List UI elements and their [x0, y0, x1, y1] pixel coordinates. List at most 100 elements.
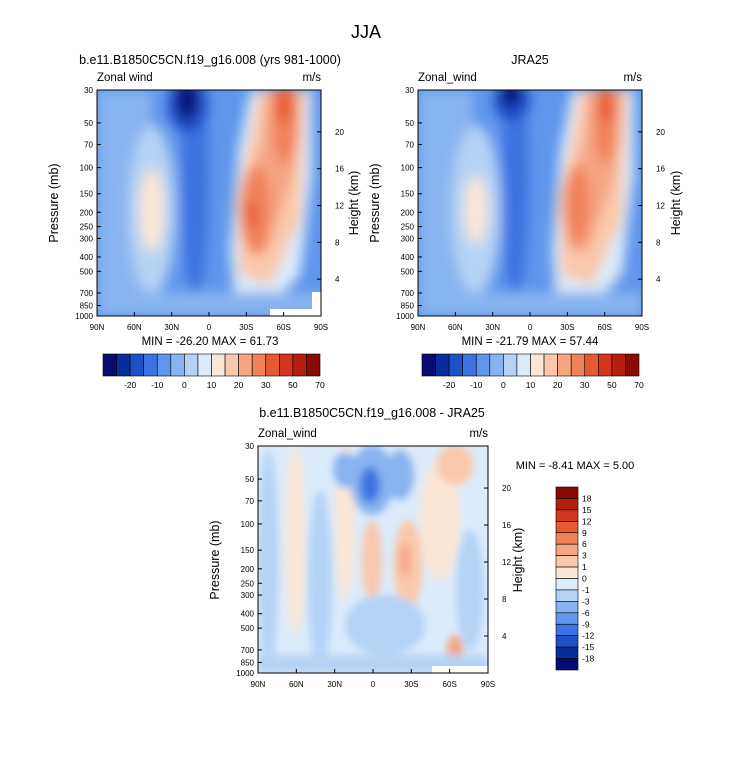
y-right-tick-label: 12: [502, 558, 511, 567]
y-tick-label: 700: [401, 289, 415, 298]
colorbar-swatch: [448, 353, 463, 377]
colorbar-label: -1: [582, 585, 590, 595]
field-region: [501, 90, 529, 300]
x-tick-label: 90N: [90, 323, 105, 332]
units-label: m/s: [302, 72, 321, 84]
y-right-tick-label: 12: [656, 202, 665, 211]
colorbar: -20 -10 0 10 20 30 50 70: [421, 353, 644, 390]
colorbar-swatch: [555, 623, 579, 636]
x-tick-label: 30S: [560, 323, 574, 332]
field-region: [386, 450, 414, 500]
y-tick-label: 700: [241, 646, 255, 655]
colorbar-swatch: [555, 578, 579, 591]
units-label: m/s: [469, 428, 488, 440]
colorbar-swatch: [421, 353, 436, 377]
y-right-tick-label: 4: [656, 275, 661, 284]
missing-data: [432, 666, 488, 673]
x-tick-label: 0: [207, 323, 212, 332]
field-region: [464, 175, 488, 245]
y-tick-label: 400: [241, 610, 255, 619]
colorbar-label: 20: [553, 380, 563, 390]
x-tick-label: 60N: [127, 323, 142, 332]
y-tick-label: 400: [80, 253, 94, 262]
colorbar-label: 12: [582, 516, 592, 526]
x-tick-label: 30N: [327, 680, 342, 689]
colorbar-label: 9: [582, 528, 587, 538]
colorbar-swatch: [143, 353, 158, 377]
y-tick-label: 250: [80, 223, 94, 232]
colorbar-swatch: [184, 353, 199, 377]
colorbar-label: 15: [582, 505, 592, 515]
colorbar-swatch: [555, 566, 579, 579]
field-region: [400, 542, 410, 578]
colorbar-swatch: [555, 635, 579, 648]
field-region: [258, 655, 488, 673]
colorbar-label: 18: [582, 493, 592, 503]
y-tick-label: 200: [80, 208, 94, 217]
y-tick-label: 200: [241, 565, 255, 574]
y-axis-right-title: Height (km): [669, 171, 683, 236]
y-tick-label: 200: [401, 208, 415, 217]
variable-label: Zonal wind: [97, 72, 153, 84]
y-tick-label: 500: [241, 624, 255, 633]
field-region: [275, 90, 293, 123]
field-region: [333, 452, 357, 488]
colorbar-swatch: [224, 353, 239, 377]
y-tick-label: 100: [241, 520, 255, 529]
colorbar-swatch: [598, 353, 613, 377]
y-right-tick-label: 8: [656, 238, 661, 247]
min-max-stats: MIN = -26.20 MAX = 61.73: [142, 336, 279, 348]
y-tick-label: 1000: [236, 669, 254, 678]
y-tick-label: 300: [241, 591, 255, 600]
field-region: [176, 90, 198, 120]
missing-data: [270, 309, 321, 316]
field-region: [241, 165, 271, 255]
colorbar-swatch: [156, 353, 172, 377]
x-tick-label: 0: [528, 323, 533, 332]
contour-field: [97, 90, 321, 316]
colorbar-label: 10: [207, 380, 217, 390]
field-region: [285, 446, 305, 635]
colorbar-swatch: [611, 353, 626, 377]
field-region: [308, 490, 332, 670]
panel-title: b.e11.B1850C5CN.f19_g16.008 (yrs 981-100…: [79, 53, 341, 67]
x-tick-label: 90N: [251, 680, 266, 689]
y-tick-label: 300: [401, 234, 415, 243]
missing-data: [312, 292, 321, 316]
y-tick-label: 500: [401, 267, 415, 276]
y-tick-label: 50: [84, 119, 93, 128]
colorbar-swatch: [543, 353, 558, 377]
colorbar-swatch: [555, 589, 579, 602]
x-tick-label: 60S: [598, 323, 612, 332]
x-tick-label: 30N: [164, 323, 179, 332]
colorbar-swatch: [570, 353, 586, 377]
variable-label: Zonal_wind: [418, 72, 477, 84]
colorbar-label: -20: [443, 380, 456, 390]
colorbar-swatch: [435, 353, 450, 377]
colorbar-swatch: [555, 509, 579, 522]
y-axis-title: Pressure (mb): [47, 163, 61, 242]
colorbar-label: -6: [582, 608, 590, 618]
y-right-tick-label: 20: [656, 128, 665, 137]
y-right-tick-label: 4: [335, 275, 340, 284]
colorbar-swatch: [102, 353, 117, 377]
field-region: [181, 90, 209, 300]
colorbar-swatch: [557, 353, 572, 377]
y-axis-right-title: Height (km): [511, 528, 525, 593]
y-tick-label: 250: [241, 579, 255, 588]
field-region: [437, 446, 473, 485]
y-tick-label: 250: [401, 223, 415, 232]
colorbar-swatch: [489, 353, 504, 377]
y-tick-label: 100: [401, 164, 415, 173]
colorbar-swatch: [129, 353, 144, 377]
x-tick-label: 90S: [635, 323, 649, 332]
variable-label: Zonal_wind: [258, 428, 317, 440]
colorbar-label: 50: [288, 380, 298, 390]
colorbar-label: 20: [234, 380, 244, 390]
x-tick-label: 90S: [314, 323, 328, 332]
colorbar-label: -3: [582, 596, 590, 606]
y-tick-label: 150: [241, 546, 255, 555]
colorbar-swatch: [584, 353, 599, 377]
x-tick-label: 30N: [485, 323, 500, 332]
